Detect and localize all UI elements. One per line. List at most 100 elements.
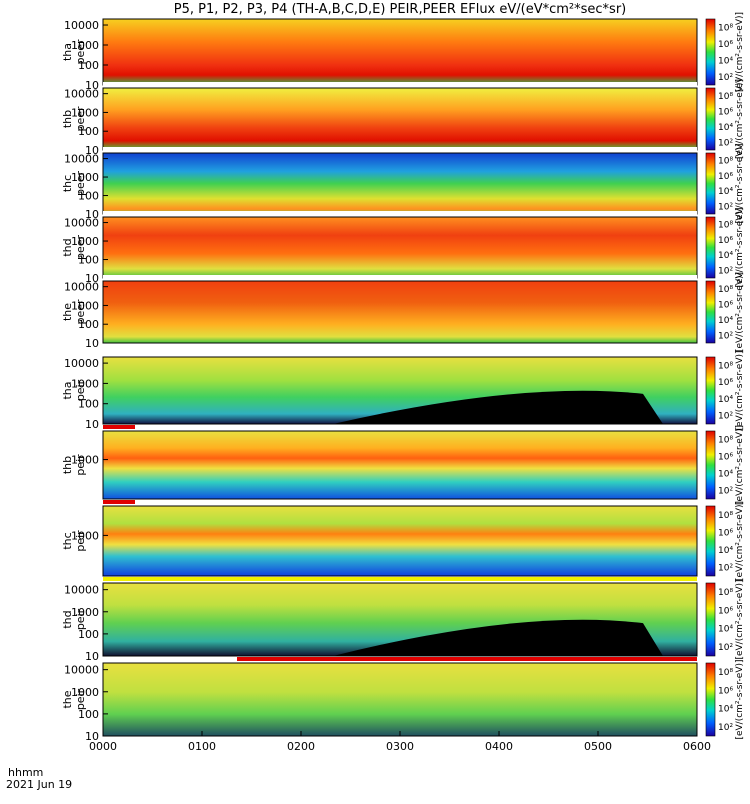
low-flux-region — [333, 390, 663, 424]
colorbar-tick-label: 10⁴ — [718, 705, 733, 715]
flag-bar — [103, 82, 697, 86]
y-tick-label: 100 — [78, 398, 99, 411]
panel-thd-peir: thd peir 10000 1000 100 10 10² 10⁴ 10⁶ 10⁸ [eV/(cm… — [61, 577, 745, 663]
colorbar — [705, 18, 716, 86]
figure-title: P5, P1, P2, P3, P4 (TH-A,B,C,D,E) PEIR,P… — [174, 2, 627, 17]
colorbar-tick-label: 10⁶ — [718, 686, 733, 696]
panel-probe-label: thb — [61, 456, 74, 474]
x-tick-label: 0400 — [485, 740, 513, 753]
y-tick-label: 100 — [78, 190, 99, 203]
y-tick-label: 1000 — [71, 171, 99, 184]
x-tick-label: 0200 — [287, 740, 315, 753]
colorbar-tick-label: 10⁸ — [718, 436, 733, 446]
y-tick-label: 1000 — [71, 686, 99, 699]
colorbar-tick-label: 10⁴ — [718, 187, 733, 197]
colorbar-label: [eV/(cm²-s-sr-eV)] — [735, 579, 745, 659]
x-tick-label: 0600 — [683, 740, 711, 753]
colorbar-tick-label: 10² — [718, 412, 733, 422]
y-tick-label: 1000 — [71, 235, 99, 248]
colorbar-tick-label: 10² — [718, 331, 733, 341]
panel-the-peir: the peir 10000 1000 100 10 10² 10⁴ 10⁶ 10⁸ [eV/(cm… — [61, 657, 745, 743]
colorbar-tick-label: 10⁶ — [718, 300, 733, 310]
colorbar-label: [eV/(cm²-s-sr-eV)] — [735, 350, 745, 430]
panel-thb-peer: thb peer 10000 1000 100 10 10² 10⁴ 10⁶ 10⁸ [eV/(cm… — [61, 79, 745, 159]
colorbar-tick-label: 10⁶ — [718, 606, 733, 616]
colorbar — [705, 216, 716, 279]
colorbar-label: [eV/(cm²-s-sr-eV)] — [735, 272, 745, 352]
spectrogram — [103, 88, 697, 150]
y-tick-label: 10000 — [64, 217, 99, 230]
colorbar-tick-label: 10² — [718, 487, 733, 497]
panel-species-label: peir — [74, 530, 87, 552]
panel-the-peer: the peer 10000 1000 100 10 10² 10⁴ 10⁶ 10⁸ [eV/(cm… — [61, 272, 745, 352]
y-tick-label: 10000 — [64, 88, 99, 101]
spectrogram — [103, 19, 697, 85]
y-tick-label: 10 — [85, 650, 99, 663]
colorbar-tick-label: 10⁴ — [718, 470, 733, 480]
colorbar-tick-label: 10⁸ — [718, 511, 733, 521]
panel-frame — [102, 280, 698, 344]
colorbar — [705, 356, 716, 425]
spectrogram — [103, 431, 697, 499]
panel-probe-label: thc — [61, 175, 74, 192]
colorbar-tick-label: 10⁴ — [718, 316, 733, 326]
panel-probe-label: the — [61, 303, 74, 321]
colorbar-label: [eV/(cm²-s-sr-eV)] — [735, 659, 745, 739]
colorbar-label: [eV/(cm²-s-sr-eV)] — [735, 143, 745, 223]
colorbar-tick-label: 10⁸ — [718, 221, 733, 231]
y-tick-label: 100 — [78, 628, 99, 641]
y-tick-label: 10 — [85, 272, 99, 285]
y-tick-label: 10 — [85, 208, 99, 221]
colorbar-tick-label: 10² — [718, 138, 733, 148]
colorbar-tick-label: 10⁴ — [718, 56, 733, 66]
panel-thc-peer: thc peer 10000 1000 100 10 10² 10⁴ 10⁶ 10⁸ [eV/(cm… — [61, 143, 745, 223]
colorbar-tick-label: 10⁸ — [718, 23, 733, 33]
flag-bar — [103, 425, 135, 429]
colorbar — [705, 280, 716, 344]
x-tick-label: 0300 — [386, 740, 414, 753]
panel-species-label: peer — [74, 299, 87, 325]
y-tick-label: 10000 — [64, 357, 99, 370]
y-tick-label: 10000 — [64, 19, 99, 32]
panel-frame — [102, 356, 698, 425]
panel-probe-label: thd — [61, 610, 74, 628]
panel-species-label: peir — [74, 379, 87, 401]
colorbar — [705, 582, 716, 657]
colorbar — [705, 430, 716, 500]
colorbar-tick-label: 10⁴ — [718, 546, 733, 556]
spectrogram — [103, 663, 697, 736]
y-tick-label: 1000 — [71, 299, 99, 312]
colorbar — [705, 87, 716, 151]
colorbar-tick-label: 10² — [718, 73, 733, 83]
y-tick-label: 10 — [85, 144, 99, 157]
colorbar-tick-label: 10⁴ — [718, 625, 733, 635]
colorbar-tick-label: 10² — [718, 266, 733, 276]
y-tick-label: 100 — [78, 125, 99, 138]
colorbar-tick-label: 10⁴ — [718, 395, 733, 405]
low-flux-region — [333, 619, 663, 656]
colorbar-tick-label: 10⁶ — [718, 107, 733, 117]
colorbar-label: [eV/(cm²-s-sr-eV)] — [735, 12, 745, 92]
colorbar-tick-label: 10² — [718, 563, 733, 573]
colorbar-tick-label: 10⁸ — [718, 92, 733, 102]
panel-probe-label: tha — [61, 381, 74, 399]
x-axis-date: 2021 Jun 19 — [6, 778, 72, 791]
panel-frame — [102, 430, 698, 500]
panel-species-label: peer — [74, 106, 87, 132]
colorbar-tick-label: 10⁴ — [718, 251, 733, 261]
colorbar-tick-label: 10⁶ — [718, 528, 733, 538]
y-tick-label: 100 — [78, 254, 99, 267]
x-tick-label: 0500 — [584, 740, 612, 753]
x-tick-label: 0100 — [188, 740, 216, 753]
colorbar-tick-label: 10⁶ — [718, 453, 733, 463]
panel-species-label: peer — [74, 235, 87, 261]
panel-probe-label: thb — [61, 110, 74, 128]
y-tick-label: 10 — [85, 79, 99, 92]
colorbar-label: [eV/(cm²-s-sr-eV)] — [735, 207, 745, 287]
y-tick-label: 10 — [85, 337, 99, 350]
flag-bar — [237, 657, 697, 661]
colorbar-label: [eV/(cm²-s-sr-eV)] — [735, 79, 745, 159]
y-tick-label: 10000 — [64, 153, 99, 166]
colorbar-tick-label: 10⁸ — [718, 668, 733, 678]
